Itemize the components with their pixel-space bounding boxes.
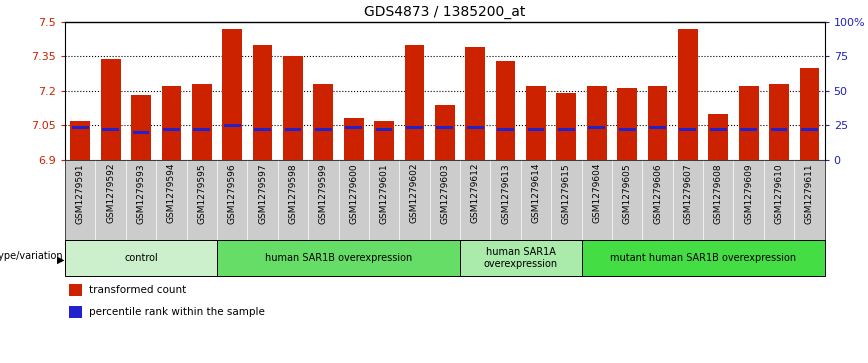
Bar [285,129,301,131]
Bar [771,129,787,131]
Text: GSM1279614: GSM1279614 [531,163,541,223]
Text: GSM1279593: GSM1279593 [136,163,146,224]
Text: GSM1279601: GSM1279601 [379,163,389,224]
Bar [253,45,273,160]
Bar [528,129,544,131]
Bar [619,129,635,131]
Bar [224,124,240,127]
Bar [72,126,89,129]
Text: transformed count: transformed count [89,285,187,295]
Bar [708,114,728,160]
Bar [315,129,332,131]
Text: GSM1279594: GSM1279594 [167,163,176,223]
Text: GSM1279600: GSM1279600 [349,163,358,224]
Text: GSM1279599: GSM1279599 [319,163,328,224]
Text: GSM1279608: GSM1279608 [713,163,723,224]
Bar [161,86,181,160]
FancyBboxPatch shape [65,240,217,276]
Bar [404,45,424,160]
Text: GSM1279609: GSM1279609 [744,163,753,224]
FancyBboxPatch shape [460,240,582,276]
Bar [467,126,483,129]
Bar [313,84,333,160]
Text: ▶: ▶ [57,254,64,265]
Text: GSM1279610: GSM1279610 [774,163,784,224]
Bar [465,47,485,160]
Text: GSM1279603: GSM1279603 [440,163,450,224]
Bar [69,306,82,318]
Text: GSM1279591: GSM1279591 [76,163,85,224]
Text: human SAR1A
overexpression: human SAR1A overexpression [483,247,558,269]
Bar [344,118,364,160]
Bar [799,68,819,160]
Bar [740,129,757,131]
Bar [345,126,362,129]
Text: GSM1279596: GSM1279596 [227,163,237,224]
Text: human SAR1B overexpression: human SAR1B overexpression [265,253,412,263]
Bar [556,93,576,160]
Bar [70,121,90,160]
Text: GSM1279615: GSM1279615 [562,163,571,224]
Text: GSM1279613: GSM1279613 [501,163,510,224]
Bar [769,84,789,160]
Text: control: control [124,253,158,263]
Bar [710,129,727,131]
Text: GSM1279611: GSM1279611 [805,163,814,224]
Bar [648,86,667,160]
Bar [589,126,605,129]
Bar [617,89,637,160]
Text: GSM1279605: GSM1279605 [622,163,632,224]
Bar [437,126,453,129]
Bar [801,129,818,131]
Title: GDS4873 / 1385200_at: GDS4873 / 1385200_at [365,5,525,19]
Bar [102,129,119,131]
Text: GSM1279607: GSM1279607 [683,163,693,224]
Bar [739,86,759,160]
Bar [435,105,455,160]
Bar [680,129,696,131]
Bar [101,58,121,160]
Bar [163,129,180,131]
FancyBboxPatch shape [217,240,460,276]
Bar [254,129,271,131]
Bar [374,121,394,160]
Text: GSM1279595: GSM1279595 [197,163,207,224]
Text: GSM1279602: GSM1279602 [410,163,419,223]
Bar [133,131,149,134]
Text: GSM1279604: GSM1279604 [592,163,602,223]
Bar [678,29,698,160]
Bar [558,129,575,131]
Bar [131,95,151,160]
Bar [69,284,82,296]
Bar [192,84,212,160]
Bar [526,86,546,160]
Text: GSM1279598: GSM1279598 [288,163,298,224]
Text: GSM1279606: GSM1279606 [653,163,662,224]
FancyBboxPatch shape [582,240,825,276]
Text: GSM1279592: GSM1279592 [106,163,115,223]
Bar [222,29,242,160]
Bar [283,56,303,160]
Bar [649,126,666,129]
Bar [376,129,392,131]
Text: GSM1279612: GSM1279612 [470,163,480,223]
Bar [194,129,210,131]
Bar [406,126,423,129]
Bar [497,129,514,131]
Text: percentile rank within the sample: percentile rank within the sample [89,307,266,317]
Text: mutant human SAR1B overexpression: mutant human SAR1B overexpression [610,253,796,263]
Text: genotype/variation: genotype/variation [0,251,63,261]
Bar [496,61,516,160]
Bar [587,86,607,160]
Text: GSM1279597: GSM1279597 [258,163,267,224]
